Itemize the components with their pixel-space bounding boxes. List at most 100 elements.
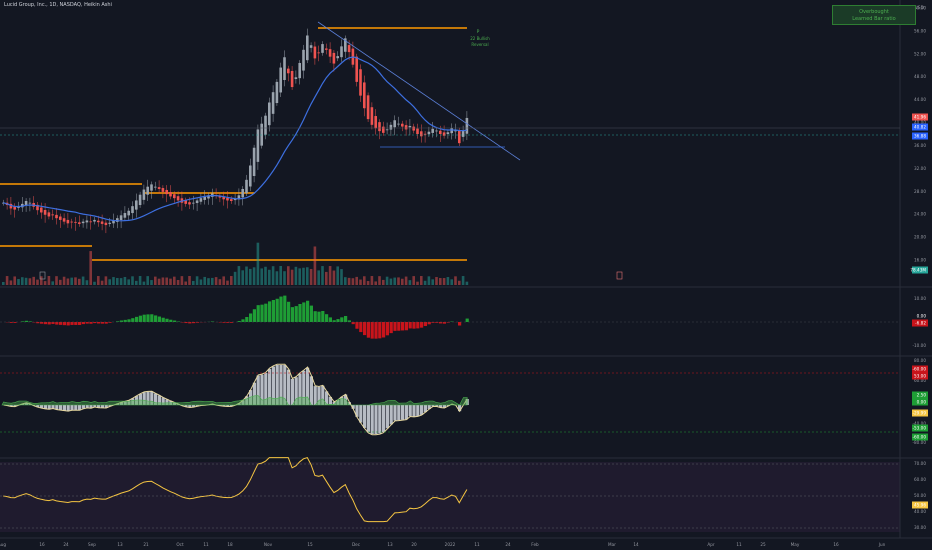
candle-body <box>389 124 393 130</box>
oscillator-bar <box>385 405 389 429</box>
oscillator-bar <box>154 393 158 405</box>
price-tag-label: 40.82 <box>914 125 926 130</box>
candle-body <box>59 216 62 220</box>
volume-bar <box>355 276 358 285</box>
oscillator-bar <box>332 401 336 405</box>
volume-bar <box>135 280 138 285</box>
oscillator-bar <box>135 396 139 405</box>
info-box: Overbought Learned Bar ratio <box>832 5 916 25</box>
candle-body <box>237 195 241 200</box>
volume-bar <box>199 279 203 285</box>
event-marker[interactable] <box>616 271 623 280</box>
oscillator-bar <box>283 365 287 405</box>
volume-bar <box>465 281 469 285</box>
candle-body <box>93 219 96 222</box>
volume-bar <box>180 276 184 285</box>
candle-body <box>108 222 111 224</box>
volume-bar <box>9 280 13 285</box>
volume-bar <box>431 279 434 285</box>
candle-body <box>256 129 260 162</box>
candle-body <box>385 129 389 131</box>
volume-bar <box>89 251 92 285</box>
volume-bar <box>226 280 229 285</box>
oscillator-bar <box>412 405 416 417</box>
candle-body <box>192 202 195 204</box>
candle-body <box>355 56 358 82</box>
candle-body <box>408 125 412 128</box>
candle-body <box>302 49 305 71</box>
candle-body <box>264 115 267 135</box>
volume-bar <box>385 276 389 285</box>
volume-bar <box>55 276 58 285</box>
volume-bar <box>393 277 396 285</box>
volume-bar <box>214 277 218 285</box>
histogram-bar <box>439 322 443 324</box>
histogram-bar <box>370 322 374 339</box>
oscillator-bar <box>70 405 74 411</box>
candle-body <box>344 38 347 52</box>
oscillator-bar <box>290 378 294 405</box>
histogram-bar <box>40 322 44 324</box>
volume-bar <box>161 277 165 285</box>
oscillator-bar <box>51 405 55 409</box>
event-marker[interactable] <box>39 271 46 280</box>
oscillator-bar <box>382 405 386 433</box>
time-axis-label: 14 <box>633 542 639 547</box>
candle-body <box>150 184 153 191</box>
volume-bar <box>123 276 127 285</box>
volume-bar <box>222 276 225 285</box>
histogram-bar <box>363 322 367 336</box>
oscillator-bar <box>24 402 28 405</box>
candle-body <box>340 46 343 58</box>
candle-body <box>454 130 457 132</box>
histogram-bar <box>416 322 420 329</box>
histogram-bar <box>275 298 279 322</box>
candle-body <box>89 221 92 223</box>
volume-bar <box>397 277 400 285</box>
oscillator-bar <box>416 405 420 417</box>
volume-bar <box>127 279 130 285</box>
volume-bar <box>32 276 35 285</box>
volume-bar <box>157 278 161 285</box>
time-axis-label: 16 <box>39 542 45 547</box>
volume-bar <box>108 279 111 285</box>
histogram-bar <box>97 322 101 324</box>
candle-body <box>104 222 108 226</box>
histogram-bar <box>321 310 325 322</box>
time-axis-label: 21 <box>143 542 149 547</box>
time-axis-label: 11 <box>474 542 480 547</box>
candle-body <box>157 187 161 189</box>
histogram-bar <box>142 314 146 322</box>
histogram-bar <box>146 314 150 322</box>
volume-bar <box>420 276 423 285</box>
volume-bar <box>287 266 290 285</box>
histogram-bar <box>294 306 298 322</box>
oscillator-bar <box>431 405 435 407</box>
price-tag-label: 36.88 <box>914 134 926 139</box>
candle-body <box>9 203 13 209</box>
oscillator-bar <box>420 405 424 415</box>
histogram-bar <box>245 317 249 322</box>
candle-body <box>245 179 248 194</box>
oscillator-bar <box>100 405 104 408</box>
descending-trendline[interactable] <box>317 21 521 161</box>
volume-bar <box>59 279 62 285</box>
oscillator-bar <box>9 405 13 407</box>
time-axis-label: 24 <box>505 542 511 547</box>
time-axis[interactable]: Aug 16 24 Sep 13 21 Oct 11 18 Nov 15 Dec 13 20 2022 11 2… <box>0 542 886 547</box>
oscillator-bar <box>211 404 215 405</box>
candle-body <box>325 48 328 50</box>
histogram-bar <box>43 322 47 325</box>
volume-bar <box>256 242 260 285</box>
histogram-bar <box>47 322 51 325</box>
price-axis[interactable]: 60.00 56.00 52.00 48.00 44.00 40.00 36.00 32.00… <box>910 6 928 531</box>
candle-body <box>28 202 32 204</box>
histogram-bar <box>51 322 55 324</box>
histogram-bar <box>435 322 439 323</box>
candle-body <box>62 218 66 222</box>
volume-bar <box>336 266 339 285</box>
histogram-bar <box>256 305 260 322</box>
volume-bar <box>146 276 149 285</box>
oscillator-bar <box>374 405 378 435</box>
